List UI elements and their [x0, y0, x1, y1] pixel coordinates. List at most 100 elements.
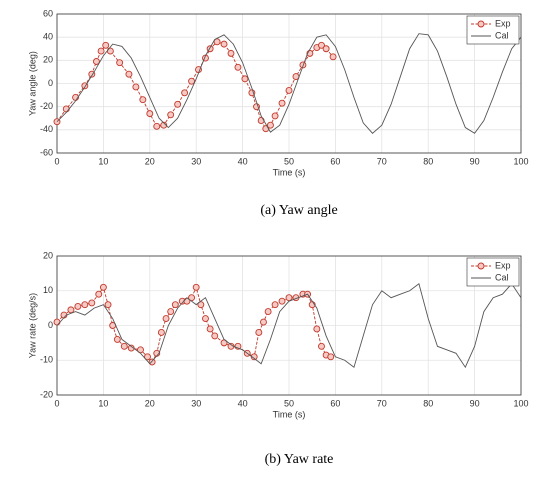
x-tick-label: 0	[54, 398, 59, 408]
x-tick-label: 60	[330, 156, 340, 166]
x-tick-label: 10	[98, 398, 108, 408]
x-tick-label: 10	[98, 156, 108, 166]
data-point	[318, 41, 325, 49]
x-tick-label: 70	[377, 398, 387, 408]
y-tick-label: 0	[48, 78, 53, 88]
data-point	[285, 86, 293, 94]
legend-marker	[477, 262, 485, 270]
data-point	[202, 315, 209, 322]
data-point	[99, 283, 107, 291]
data-point	[81, 301, 89, 309]
data-point	[102, 41, 110, 49]
data-point	[132, 83, 140, 91]
x-tick-label: 40	[238, 156, 248, 166]
data-point	[264, 308, 272, 316]
data-point	[53, 318, 61, 326]
y-tick-label: -60	[40, 147, 53, 157]
series-line	[56, 283, 522, 369]
series-line	[56, 33, 522, 134]
x-tick-label: 80	[423, 398, 433, 408]
data-point	[257, 117, 265, 125]
x-tick-label: 100	[513, 398, 528, 408]
legend-box	[466, 15, 520, 45]
data-point	[327, 353, 335, 361]
x-tick-label: 30	[191, 398, 201, 408]
series-line	[56, 285, 331, 363]
x-tick-label: 20	[145, 156, 155, 166]
data-point	[271, 301, 279, 309]
data-point	[148, 358, 156, 366]
legend-box	[466, 257, 520, 287]
x-tick-label: 0	[54, 156, 59, 166]
data-point	[104, 301, 112, 309]
data-point	[329, 53, 337, 61]
y-tick-label: -20	[40, 389, 53, 399]
x-tick-label: 80	[423, 156, 433, 166]
data-point	[171, 301, 179, 309]
data-point	[167, 308, 175, 316]
data-point	[125, 70, 133, 78]
y-axis-label: Yaw angle (deg)	[27, 51, 37, 116]
data-point	[318, 342, 325, 350]
data-point	[322, 45, 330, 53]
x-tick-label: 100	[513, 156, 528, 166]
data-point	[153, 122, 161, 130]
data-point	[162, 315, 170, 322]
legend-label: Exp	[495, 260, 511, 270]
data-point	[188, 77, 196, 85]
x-axis-label: Time (s)	[273, 167, 306, 177]
data-point	[146, 110, 154, 118]
data-point	[266, 121, 274, 129]
y-tick-label: 60	[43, 8, 53, 18]
data-point	[234, 63, 242, 71]
caption: (b) Yaw rate	[265, 452, 334, 467]
data-point	[285, 294, 293, 302]
data-point	[88, 299, 96, 307]
x-tick-label: 60	[330, 398, 340, 408]
legend-label: Cal	[495, 272, 509, 282]
x-tick-label: 20	[145, 398, 155, 408]
data-point	[181, 89, 189, 97]
data-point	[97, 47, 105, 55]
x-tick-label: 90	[470, 156, 480, 166]
data-point	[271, 112, 279, 120]
legend-label: Exp	[495, 18, 511, 28]
data-point	[167, 111, 175, 119]
data-point	[139, 96, 147, 104]
x-tick-label: 30	[191, 156, 201, 166]
data-point	[260, 318, 267, 326]
y-tick-label: -20	[40, 101, 53, 111]
data-point	[278, 297, 286, 305]
data-point	[192, 283, 200, 291]
y-tick-label: 40	[43, 32, 53, 42]
y-tick-label: -10	[40, 355, 53, 365]
data-point	[211, 332, 219, 340]
data-point	[113, 335, 121, 343]
data-point	[120, 342, 128, 350]
x-axis-label: Time (s)	[273, 409, 306, 419]
data-point	[255, 329, 263, 336]
data-point	[241, 75, 249, 83]
data-point	[62, 105, 70, 113]
y-tick-label: 20	[43, 250, 53, 260]
data-point	[95, 290, 103, 298]
data-point	[206, 325, 214, 333]
x-tick-label: 40	[238, 398, 248, 408]
data-point	[116, 59, 124, 67]
legend-marker	[477, 20, 485, 28]
x-tick-label: 50	[284, 156, 294, 166]
data-point	[144, 353, 151, 361]
y-tick-label: 0	[48, 320, 53, 330]
caption: (a) Yaw angle	[260, 203, 337, 218]
legend-label: Cal	[495, 30, 509, 40]
y-tick-label: -40	[40, 124, 53, 134]
data-point	[74, 302, 82, 310]
data-point	[160, 121, 168, 129]
y-axis-label: Yaw rate (deg/s)	[27, 293, 37, 358]
data-point	[278, 99, 286, 107]
axes-frame	[56, 13, 522, 154]
data-point	[220, 40, 228, 48]
data-point	[313, 325, 321, 333]
data-point	[174, 100, 182, 108]
